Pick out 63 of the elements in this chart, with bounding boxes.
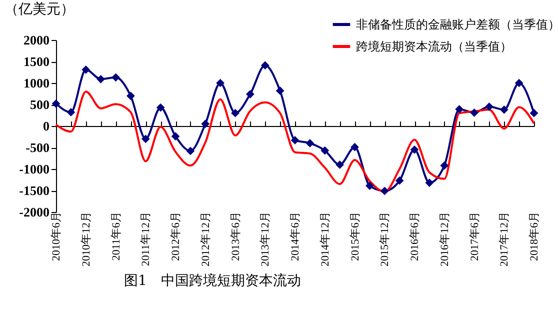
point	[246, 90, 254, 98]
x-tick-label: 2015年6月	[349, 212, 362, 261]
point	[216, 78, 224, 88]
x-tick-label: 2011年6月	[110, 212, 122, 261]
point	[366, 182, 374, 190]
y-tick-label: -1500	[19, 183, 50, 198]
caption: 图1 中国跨境短期资本流动	[124, 273, 301, 289]
point	[66, 108, 76, 116]
x-tick-label: 2016年12月	[438, 212, 451, 266]
y-tick-label: 1000	[24, 76, 50, 90]
y-tick-label: 1500	[24, 54, 50, 69]
point	[500, 105, 508, 114]
point	[201, 120, 210, 128]
x-tick-label: 2011年12月	[140, 212, 152, 266]
point	[440, 161, 449, 170]
x-tick-label: 2015年12月	[379, 212, 392, 266]
point	[336, 160, 344, 169]
y-axis-title: （亿美元）	[4, 2, 74, 18]
x-tick-label: 2013年12月	[260, 212, 272, 266]
x-tick-label: 2014年12月	[319, 212, 332, 266]
y-tick-label: -2000	[19, 204, 50, 220]
x-tick-label: 2014年6月	[290, 212, 302, 261]
x-tick-label: 2012年12月	[200, 212, 212, 266]
point	[425, 178, 434, 187]
y-tick-label: -500	[26, 140, 50, 155]
point	[52, 99, 60, 108]
point	[514, 78, 524, 88]
y-tick-label: 2000	[24, 32, 50, 48]
point	[112, 73, 120, 82]
point	[395, 176, 404, 185]
point	[126, 92, 135, 100]
point	[171, 132, 180, 141]
x-tick-label: 2016年6月	[409, 212, 421, 261]
point	[260, 61, 270, 70]
x-tick-label: 2017年12月	[498, 212, 511, 266]
point	[96, 74, 105, 84]
point	[320, 146, 330, 155]
x-tick-label: 2010年12月	[80, 212, 92, 266]
legend-label: 跨境短期资本流动（当季值）	[356, 40, 512, 54]
x-tick-label: 2017年6月	[468, 212, 481, 261]
point	[82, 65, 90, 74]
point	[410, 145, 419, 154]
point	[231, 108, 240, 118]
point	[306, 139, 314, 148]
point	[290, 136, 300, 144]
point	[141, 134, 150, 144]
y-tick-label: -1000	[19, 162, 50, 176]
x-tick-label: 2010年6月	[50, 212, 62, 261]
point	[276, 86, 284, 95]
x-tick-label: 2013年6月	[230, 212, 242, 261]
legend-label: 非储备性质的金融账户差额（当季值）	[356, 18, 558, 32]
y-tick-label: 0	[43, 118, 50, 134]
point	[530, 108, 538, 118]
point	[455, 105, 464, 114]
point	[156, 103, 165, 112]
x-tick-label: 2018年6月	[528, 212, 540, 261]
point	[485, 102, 494, 111]
y-tick-label: 500	[30, 97, 50, 112]
point	[380, 186, 389, 196]
point	[186, 146, 195, 156]
point	[350, 142, 359, 152]
x-tick-label: 2012年6月	[170, 212, 182, 261]
point	[470, 108, 478, 117]
